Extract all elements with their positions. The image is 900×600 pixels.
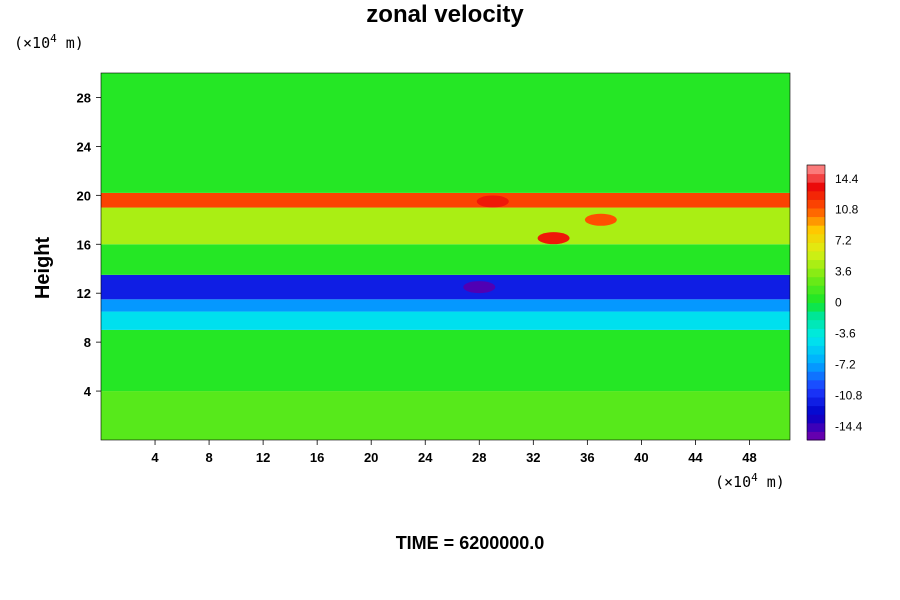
colorbar-swatch (807, 431, 825, 441)
x-tick-label: 24 (418, 450, 433, 465)
y-tick-label: 24 (77, 139, 92, 154)
colorbar-swatch (807, 268, 825, 278)
velocity-band (101, 244, 790, 275)
x-axis-ticks: 4 8 12 16 20 24 28 32 36 40 44 48 (151, 440, 757, 465)
colorbar-swatch (807, 371, 825, 381)
velocity-band (101, 299, 790, 312)
colorbar-swatch (807, 190, 825, 200)
colorbar-tick-label: 3.6 (835, 265, 852, 279)
colorbar-swatch (807, 362, 825, 372)
colorbar-swatch (807, 328, 825, 338)
velocity-band (101, 192, 790, 208)
colorbar-tick-label: -14.4 (835, 419, 863, 433)
colorbar-swatch (807, 422, 825, 432)
velocity-band (101, 73, 790, 193)
colorbar-swatch (807, 207, 825, 218)
x-axis-unit: (×104 m) (715, 471, 785, 491)
colorbar-swatch (807, 379, 825, 389)
velocity-band (101, 391, 790, 440)
y-axis-ticks: 4 8 12 16 20 24 28 (77, 90, 101, 399)
colorbar-swatch (807, 319, 825, 329)
velocity-field (101, 73, 790, 440)
velocity-feature (584, 213, 617, 226)
colorbar (807, 164, 825, 441)
velocity-band (101, 311, 790, 330)
y-tick-label: 12 (77, 286, 91, 301)
colorbar-tick-label: -10.8 (835, 388, 863, 402)
x-tick-label: 28 (472, 450, 486, 465)
velocity-band (101, 274, 790, 300)
colorbar-swatch (807, 336, 825, 346)
plot-frame (100, 72, 791, 441)
colorbar-swatch (807, 302, 825, 312)
velocity-band (101, 329, 790, 392)
x-tick-label: 20 (364, 450, 378, 465)
velocity-feature (476, 195, 509, 208)
colorbar-swatch (807, 414, 825, 424)
x-tick-label: 4 (151, 450, 159, 465)
colorbar-swatch (807, 276, 825, 286)
colorbar-tick-label: 10.8 (835, 203, 859, 217)
colorbar-swatch (807, 233, 825, 243)
colorbar-swatch (807, 397, 825, 407)
x-tick-label: 12 (256, 450, 270, 465)
colorbar-tick-label: -7.2 (835, 357, 856, 371)
colorbar-swatch (807, 225, 825, 235)
chart-title: zonal velocity (366, 1, 524, 28)
colorbar-swatch (807, 405, 825, 415)
x-tick-label: 16 (310, 450, 324, 465)
y-tick-label: 4 (84, 384, 92, 399)
x-tick-label: 44 (688, 450, 703, 465)
velocity-feature (463, 281, 496, 294)
colorbar-tick-label: 7.2 (835, 234, 852, 248)
colorbar-swatch (807, 293, 825, 303)
colorbar-swatch (807, 259, 825, 269)
colorbar-tick-label: 0 (835, 296, 842, 310)
colorbar-swatch (807, 182, 825, 192)
x-tick-label: 8 (205, 450, 212, 465)
colorbar-swatch (807, 216, 825, 226)
velocity-band (101, 207, 790, 245)
colorbar-frame (806, 164, 826, 441)
time-label: TIME = 6200000.0 (396, 533, 545, 553)
colorbar-swatch (807, 173, 825, 183)
colorbar-swatch (807, 311, 825, 321)
x-tick-label: 32 (526, 450, 540, 465)
colorbar-swatch (807, 242, 825, 252)
colorbar-swatch (807, 199, 825, 209)
colorbar-swatch (807, 285, 825, 295)
x-tick-label: 40 (634, 450, 648, 465)
colorbar-tick-label: 14.4 (835, 172, 859, 186)
colorbar-ticks: 14.4 10.8 7.2 3.6 0 -3.6 -7.2 -10.8 -14.4 (835, 172, 863, 434)
colorbar-swatch (807, 388, 825, 398)
y-axis-label: Height (32, 237, 54, 300)
y-tick-label: 8 (84, 335, 91, 350)
x-tick-label: 48 (742, 450, 756, 465)
y-tick-label: 16 (77, 237, 91, 252)
velocity-feature (537, 232, 570, 245)
colorbar-swatch (807, 345, 825, 355)
y-tick-label: 28 (77, 90, 91, 105)
colorbar-swatch (807, 354, 825, 364)
y-tick-label: 20 (77, 188, 91, 203)
colorbar-tick-label: -3.6 (835, 326, 856, 340)
colorbar-swatch (807, 165, 825, 175)
colorbar-swatch (807, 250, 825, 261)
y-axis-unit: (×104 m) (14, 32, 84, 52)
x-tick-label: 36 (580, 450, 594, 465)
